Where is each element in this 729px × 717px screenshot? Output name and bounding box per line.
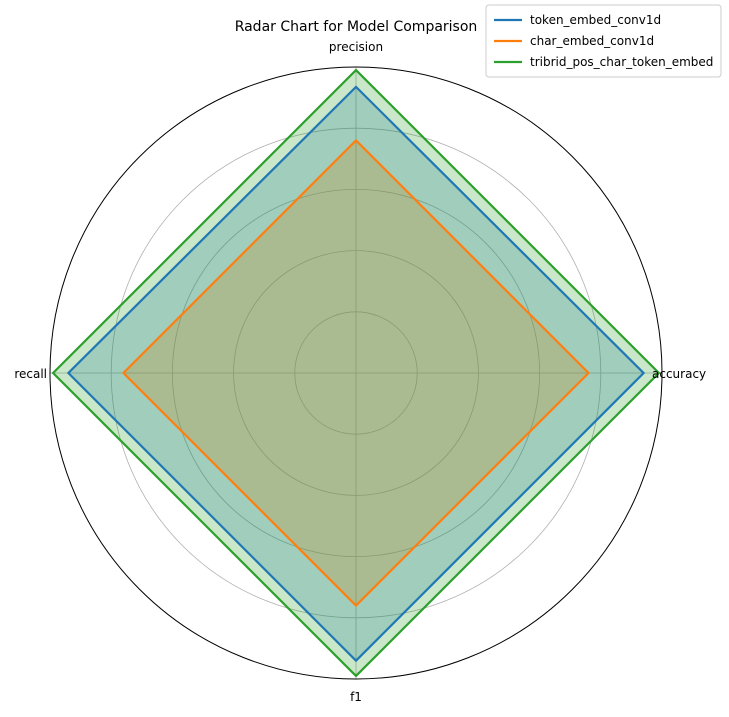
chart-title: Radar Chart for Model Comparison (235, 19, 478, 35)
axis-label-precision: precision (329, 40, 383, 54)
series-line-char_embed_conv1d (121, 138, 591, 608)
legend: token_embed_conv1d char_embed_conv1dtribr… (485, 4, 722, 78)
axis-label-accuracy: accuracy (652, 367, 706, 381)
outer-frame (49, 66, 663, 680)
legend-label-tribrid_pos_char_token_embed: tribrid_pos_char_token_embed (530, 55, 713, 69)
axis-labels: accuracy precision recall f1 (14, 40, 706, 704)
axis-label-f1: f1 (350, 690, 362, 704)
series-line-token_embed_conv1d (66, 85, 646, 663)
axis-label-recall: recall (14, 367, 47, 381)
series-line-tribrid_pos_char_token_embed (51, 68, 661, 678)
legend-box (485, 4, 722, 78)
legend-label-token_embed_conv1d: token_embed_conv1d (530, 13, 661, 27)
series-layer (51, 68, 661, 678)
series-fill-tribrid_pos_char_token_embed (53, 70, 659, 676)
grid-layer (49, 66, 663, 680)
legend-label-char_embed_conv1d: char_embed_conv1d (530, 34, 654, 48)
